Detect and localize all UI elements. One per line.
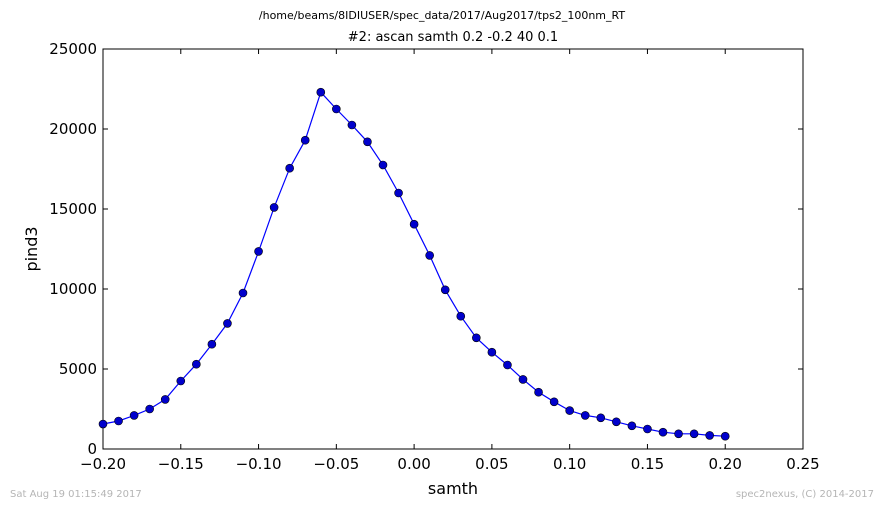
data-point xyxy=(409,219,419,229)
x-tick-label: 0.20 xyxy=(709,455,742,473)
data-point xyxy=(207,339,217,349)
data-point xyxy=(394,188,403,198)
data-point xyxy=(425,251,434,260)
data-point xyxy=(674,429,683,439)
y-tick-label: 5000 xyxy=(59,360,97,378)
data-point xyxy=(705,431,714,440)
data-point xyxy=(145,404,154,414)
data-point xyxy=(363,137,372,147)
y-tick-label: 15000 xyxy=(49,200,97,218)
data-point xyxy=(254,247,263,256)
data-point xyxy=(472,333,481,343)
y-axis-ticks: 0 5000 10000 15000 20000 25000 xyxy=(49,40,803,458)
x-tick-label: 0.15 xyxy=(631,455,664,473)
chart-title: #2: ascan samth 0.2 -0.2 40 0.1 xyxy=(347,30,559,45)
data-point xyxy=(98,419,108,429)
x-tick-label: 0.10 xyxy=(553,455,586,473)
data-point xyxy=(269,203,279,212)
x-tick-label: 0.05 xyxy=(475,455,508,473)
data-point xyxy=(114,416,123,426)
y-tick-label: 0 xyxy=(87,440,97,458)
data-point xyxy=(565,406,574,415)
plot-frame xyxy=(102,48,804,450)
x-axis-ticks: −0.20 −0.15 −0.10 −0.05 0.00 0.05 0.10 0.15 0.20… xyxy=(80,49,820,473)
data-point xyxy=(612,417,621,427)
data-point xyxy=(192,359,201,369)
data-point xyxy=(300,135,310,145)
data-point xyxy=(596,413,606,423)
data-point xyxy=(129,411,139,420)
y-tick-label: 10000 xyxy=(49,280,97,298)
data-point xyxy=(223,319,232,328)
data-point xyxy=(627,421,637,431)
data-point xyxy=(487,347,497,357)
data-point xyxy=(347,120,357,130)
x-tick-label: 0.00 xyxy=(397,455,430,473)
data-point xyxy=(332,104,341,114)
data-point xyxy=(440,285,450,295)
data-point xyxy=(378,160,388,170)
data-point xyxy=(658,427,668,437)
footer-timestamp: Sat Aug 19 01:15:49 2017 xyxy=(10,489,142,500)
data-point xyxy=(689,429,699,439)
series-markers xyxy=(98,87,730,441)
data-point xyxy=(316,87,326,97)
data-point xyxy=(456,311,466,321)
data-point xyxy=(503,360,512,370)
x-tick-label: −0.10 xyxy=(236,455,282,473)
x-axis-label: samth xyxy=(428,479,478,498)
data-point xyxy=(580,411,590,420)
figure-suptitle: /home/beams/8IDIUSER/spec_data/2017/Aug2… xyxy=(258,9,626,22)
x-tick-label: 0.25 xyxy=(786,455,819,473)
series-line xyxy=(102,91,726,437)
y-tick-label: 25000 xyxy=(49,40,97,58)
x-tick-label: −0.20 xyxy=(80,455,126,473)
data-point xyxy=(160,395,170,404)
data-point xyxy=(238,288,248,298)
data-point xyxy=(643,424,652,434)
y-tick-label: 20000 xyxy=(49,120,97,138)
footer-credit: spec2nexus, (C) 2014-2017 xyxy=(735,489,874,500)
y-axis-label: pind3 xyxy=(22,226,41,271)
data-point xyxy=(518,375,528,384)
data-point xyxy=(720,431,730,441)
data-point xyxy=(549,397,559,407)
x-tick-label: −0.15 xyxy=(158,455,204,473)
data-point xyxy=(176,376,186,386)
x-tick-label: −0.05 xyxy=(313,455,359,473)
data-point xyxy=(285,163,294,173)
data-point xyxy=(534,387,543,397)
